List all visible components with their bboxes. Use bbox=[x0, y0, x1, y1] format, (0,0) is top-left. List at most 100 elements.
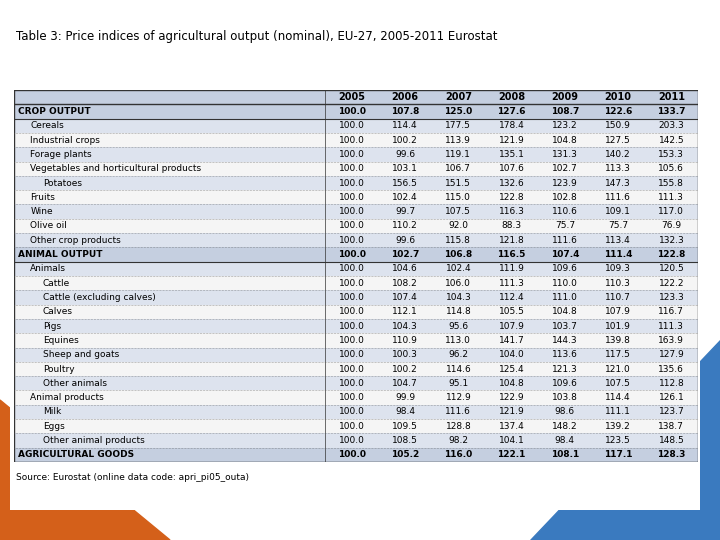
Text: 98.2: 98.2 bbox=[449, 436, 468, 445]
Text: 100.0: 100.0 bbox=[339, 150, 365, 159]
Text: Cattle (excluding calves): Cattle (excluding calves) bbox=[42, 293, 156, 302]
Text: 117.5: 117.5 bbox=[606, 350, 631, 359]
Text: 100.0: 100.0 bbox=[339, 350, 365, 359]
Text: 109.3: 109.3 bbox=[606, 265, 631, 273]
Text: 112.9: 112.9 bbox=[446, 393, 471, 402]
Text: 156.5: 156.5 bbox=[392, 179, 418, 187]
Text: 121.9: 121.9 bbox=[499, 407, 524, 416]
Text: 113.3: 113.3 bbox=[606, 164, 631, 173]
Text: 110.7: 110.7 bbox=[606, 293, 631, 302]
Text: ANIMAL OUTPUT: ANIMAL OUTPUT bbox=[18, 250, 103, 259]
Text: 113.6: 113.6 bbox=[552, 350, 578, 359]
Text: 106.8: 106.8 bbox=[444, 250, 472, 259]
Text: Fruits: Fruits bbox=[30, 193, 55, 202]
Text: 125.0: 125.0 bbox=[444, 107, 472, 116]
Text: 142.5: 142.5 bbox=[659, 136, 684, 145]
Text: Equines: Equines bbox=[42, 336, 78, 345]
Text: 203.3: 203.3 bbox=[659, 122, 684, 130]
Bar bbox=[14, 176, 698, 190]
Text: 100.0: 100.0 bbox=[339, 265, 365, 273]
Text: Industrial crops: Industrial crops bbox=[30, 136, 100, 145]
Text: 111.6: 111.6 bbox=[606, 193, 631, 202]
Text: Cereals: Cereals bbox=[30, 122, 64, 130]
Text: 135.1: 135.1 bbox=[499, 150, 525, 159]
Text: 98.4: 98.4 bbox=[555, 436, 575, 445]
Text: 139.8: 139.8 bbox=[606, 336, 631, 345]
Text: 141.7: 141.7 bbox=[499, 336, 524, 345]
Text: 116.0: 116.0 bbox=[444, 450, 472, 460]
Text: 104.1: 104.1 bbox=[499, 436, 524, 445]
Text: 106.7: 106.7 bbox=[446, 164, 472, 173]
Text: 110.6: 110.6 bbox=[552, 207, 578, 216]
Text: 116.3: 116.3 bbox=[499, 207, 525, 216]
Bar bbox=[14, 147, 698, 161]
Text: 113.9: 113.9 bbox=[446, 136, 472, 145]
Text: 112.8: 112.8 bbox=[659, 379, 684, 388]
Text: 111.1: 111.1 bbox=[606, 407, 631, 416]
Text: 140.2: 140.2 bbox=[606, 150, 631, 159]
Bar bbox=[14, 434, 698, 448]
Bar bbox=[14, 247, 698, 262]
Text: 109.6: 109.6 bbox=[552, 265, 578, 273]
Text: 113.0: 113.0 bbox=[446, 336, 472, 345]
Text: 116.5: 116.5 bbox=[498, 250, 526, 259]
Text: 102.7: 102.7 bbox=[391, 250, 419, 259]
Text: AGRICULTURAL GOODS: AGRICULTURAL GOODS bbox=[18, 450, 134, 460]
Text: 138.7: 138.7 bbox=[658, 422, 684, 431]
Text: 105.2: 105.2 bbox=[391, 450, 419, 460]
Bar bbox=[14, 405, 698, 419]
Text: 121.3: 121.3 bbox=[552, 364, 577, 374]
Bar bbox=[14, 190, 698, 205]
Text: 101.9: 101.9 bbox=[606, 322, 631, 330]
Bar bbox=[14, 348, 698, 362]
Text: 2011: 2011 bbox=[658, 92, 685, 102]
Text: 104.8: 104.8 bbox=[552, 307, 577, 316]
Text: 147.3: 147.3 bbox=[606, 179, 631, 187]
Text: 107.9: 107.9 bbox=[499, 322, 525, 330]
Text: 111.3: 111.3 bbox=[499, 279, 525, 288]
Text: 75.7: 75.7 bbox=[555, 221, 575, 231]
Text: 102.4: 102.4 bbox=[392, 193, 418, 202]
Text: 112.4: 112.4 bbox=[499, 293, 524, 302]
Text: 150.9: 150.9 bbox=[606, 122, 631, 130]
Text: 100.0: 100.0 bbox=[339, 407, 365, 416]
Bar bbox=[14, 161, 698, 176]
Text: 122.9: 122.9 bbox=[499, 393, 524, 402]
Text: Olive oil: Olive oil bbox=[30, 221, 67, 231]
Text: 137.4: 137.4 bbox=[499, 422, 524, 431]
Text: 96.2: 96.2 bbox=[449, 350, 468, 359]
Bar bbox=[14, 262, 698, 276]
Text: 121.8: 121.8 bbox=[499, 236, 524, 245]
Text: 76.9: 76.9 bbox=[661, 221, 681, 231]
Bar bbox=[14, 219, 698, 233]
Text: 123.2: 123.2 bbox=[552, 122, 577, 130]
Text: 114.6: 114.6 bbox=[446, 364, 471, 374]
Text: 99.6: 99.6 bbox=[395, 150, 415, 159]
Text: 114.4: 114.4 bbox=[392, 122, 418, 130]
Text: 123.3: 123.3 bbox=[659, 293, 684, 302]
Text: 111.0: 111.0 bbox=[552, 293, 578, 302]
Text: 122.1: 122.1 bbox=[498, 450, 526, 460]
Text: 151.5: 151.5 bbox=[446, 179, 472, 187]
Text: 108.1: 108.1 bbox=[551, 450, 579, 460]
Text: 103.8: 103.8 bbox=[552, 393, 578, 402]
Text: 100.0: 100.0 bbox=[339, 436, 365, 445]
Text: 122.2: 122.2 bbox=[659, 279, 684, 288]
Text: 126.1: 126.1 bbox=[659, 393, 684, 402]
Text: 116.7: 116.7 bbox=[658, 307, 684, 316]
Text: Animal products: Animal products bbox=[30, 393, 104, 402]
Text: 132.6: 132.6 bbox=[499, 179, 524, 187]
Text: 98.6: 98.6 bbox=[555, 407, 575, 416]
Text: 100.0: 100.0 bbox=[339, 193, 365, 202]
Text: 100.0: 100.0 bbox=[339, 393, 365, 402]
Text: 148.5: 148.5 bbox=[659, 436, 684, 445]
Bar bbox=[14, 319, 698, 333]
Text: 131.3: 131.3 bbox=[552, 150, 578, 159]
Text: 100.0: 100.0 bbox=[339, 379, 365, 388]
Text: 107.4: 107.4 bbox=[551, 250, 579, 259]
Text: 88.3: 88.3 bbox=[502, 221, 522, 231]
Text: 123.7: 123.7 bbox=[659, 407, 684, 416]
Text: 104.8: 104.8 bbox=[552, 136, 577, 145]
Text: 111.3: 111.3 bbox=[658, 193, 684, 202]
Text: 127.6: 127.6 bbox=[498, 107, 526, 116]
